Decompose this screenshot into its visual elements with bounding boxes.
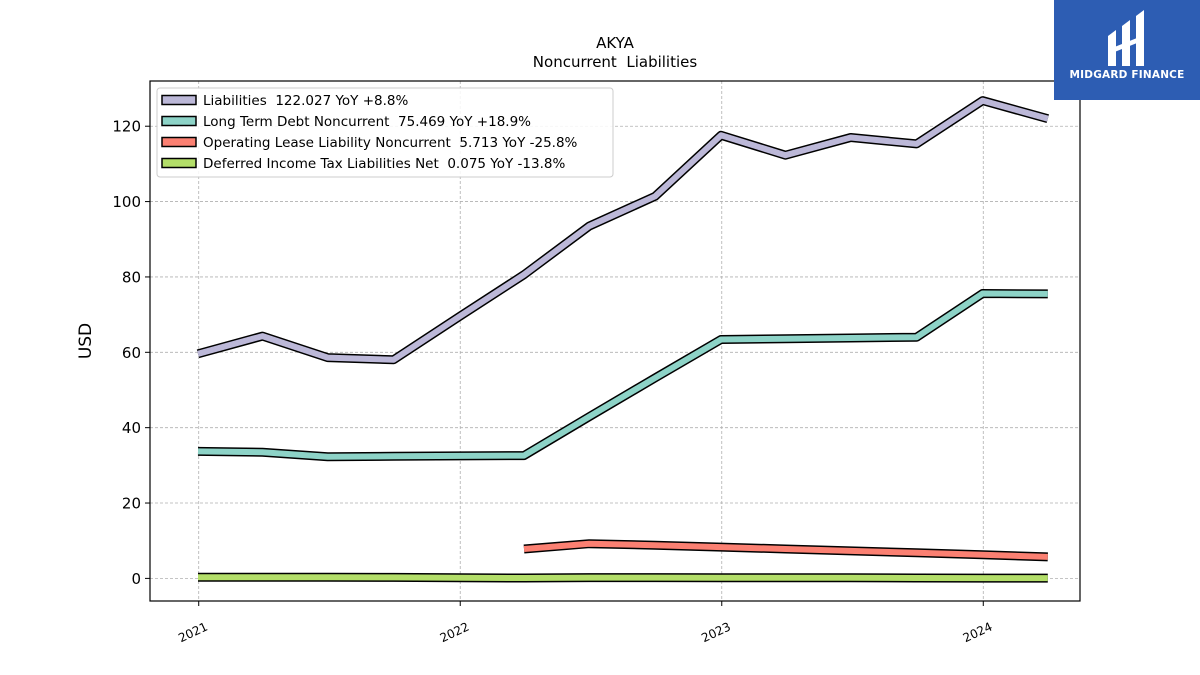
legend-swatch xyxy=(161,94,197,106)
series-outline xyxy=(197,289,1048,462)
chart-subtitle: Noncurrent Liabilities xyxy=(533,53,698,71)
legend-label: Liabilities 122.027 YoY +8.8% xyxy=(203,93,408,109)
legend-label: Deferred Income Tax Liabilities Net 0.07… xyxy=(203,156,565,172)
brand-mark-icon xyxy=(1108,10,1144,66)
chart-title: AKYA xyxy=(596,34,635,52)
legend-label: Operating Lease Liability Noncurrent 5.7… xyxy=(203,135,578,151)
x-tick-label: 2023 xyxy=(699,620,733,646)
brand-logo: MIDGARD FINANCE xyxy=(1054,0,1200,100)
series-3 xyxy=(198,572,1048,583)
x-tick-label: 2024 xyxy=(961,620,995,646)
plot-frame xyxy=(149,80,1081,602)
x-tick-label: 2021 xyxy=(176,620,210,646)
series-lines xyxy=(196,96,1050,583)
legend-label: Long Term Debt Noncurrent 75.469 YoY +18… xyxy=(203,114,531,130)
series-line xyxy=(197,290,1048,460)
legend-box xyxy=(156,87,614,178)
series-line xyxy=(198,574,1048,582)
legend-swatch xyxy=(161,136,197,148)
legend-swatch xyxy=(161,115,197,127)
legend-item: Operating Lease Liability Noncurrent 5.7… xyxy=(161,135,578,151)
y-tick-label: 100 xyxy=(112,193,141,211)
y-tick-label: 0 xyxy=(131,570,141,588)
x-tick-label: 2022 xyxy=(438,620,472,646)
series-2 xyxy=(523,539,1048,562)
y-tick-label: 80 xyxy=(122,268,141,286)
brand-name: MIDGARD FINANCE xyxy=(1069,69,1185,81)
legend-item: Long Term Debt Noncurrent 75.469 YoY +18… xyxy=(161,114,531,130)
y-tick-label: 40 xyxy=(122,419,141,437)
y-tick-label: 60 xyxy=(122,344,141,362)
y-tick-label: 20 xyxy=(122,495,141,513)
series-1 xyxy=(197,289,1048,462)
y-axis-label: USD xyxy=(76,323,96,359)
series-0 xyxy=(196,96,1050,365)
legend-item: Deferred Income Tax Liabilities Net 0.07… xyxy=(161,156,565,172)
series-line xyxy=(523,540,1048,560)
y-tick-label: 120 xyxy=(112,118,141,136)
legend-swatch xyxy=(161,157,197,169)
series-line xyxy=(197,97,1049,363)
legend: Liabilities 122.027 YoY +8.8% Long Term D… xyxy=(156,87,614,178)
legend-item: Liabilities 122.027 YoY +8.8% xyxy=(161,93,408,109)
